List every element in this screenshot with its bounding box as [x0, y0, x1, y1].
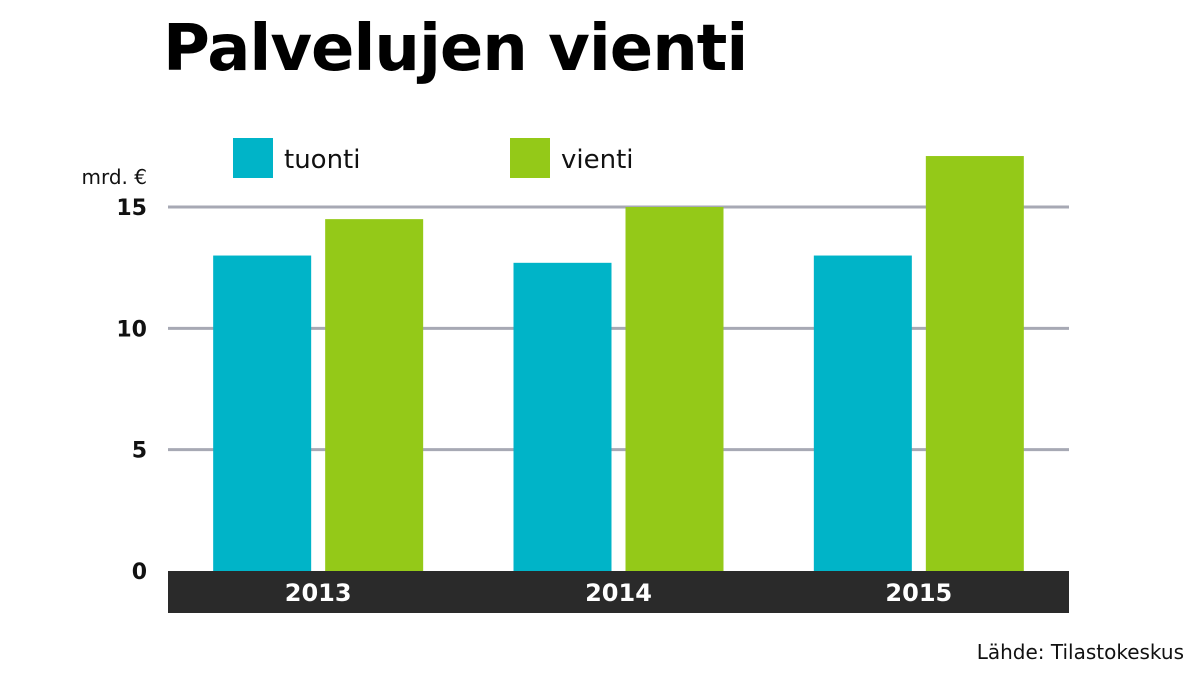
x-tick-label: 2013	[285, 579, 352, 607]
y-axis-unit-label: mrd. €	[82, 165, 148, 189]
y-axis-ticks: 0 5 10 15	[116, 196, 147, 585]
legend-swatch-vienti	[510, 138, 550, 178]
y-tick-label: 10	[116, 317, 147, 342]
bar-tuonti-2013	[213, 255, 312, 572]
x-axis-band	[168, 571, 1069, 613]
source-note: Lähde: Tilastokeskus	[976, 640, 1184, 664]
x-tick-label: 2014	[585, 579, 652, 607]
legend-swatch-tuonti	[233, 138, 273, 178]
y-tick-label: 15	[116, 196, 147, 221]
gridlines	[168, 205, 1069, 452]
bar-vienti-2014	[625, 207, 724, 571]
bars	[213, 156, 1024, 572]
legend-label-vienti: vienti	[561, 145, 634, 175]
y-tick-label: 0	[132, 560, 147, 585]
legend: tuonti vienti	[233, 138, 634, 178]
legend-label-tuonti: tuonti	[284, 145, 360, 175]
y-tick-label: 5	[132, 439, 147, 464]
bar-vienti-2015	[925, 156, 1024, 572]
x-axis-categories: 2013 2014 2015	[285, 579, 952, 607]
bar-tuonti-2014	[513, 262, 612, 571]
x-tick-label: 2015	[885, 579, 952, 607]
bar-vienti-2013	[325, 219, 424, 571]
bar-tuonti-2015	[813, 255, 912, 572]
chart-title: Palvelujen vienti	[163, 12, 748, 86]
